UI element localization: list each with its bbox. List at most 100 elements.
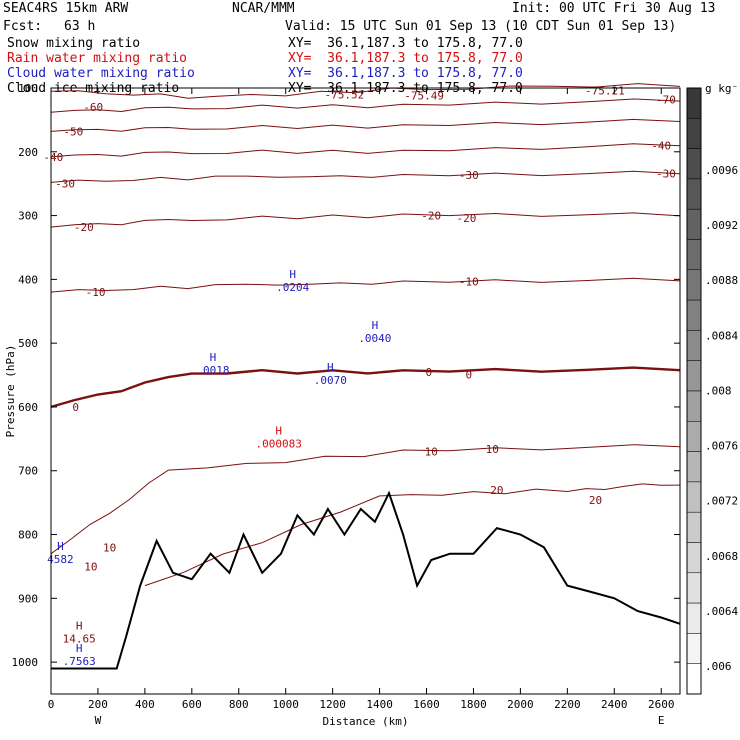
- colorbar-segment: [686, 633, 702, 664]
- colorbar-segment: [686, 511, 702, 543]
- x-tick-label: 800: [229, 698, 249, 711]
- x-tick-label: 1000: [272, 698, 299, 711]
- colorbar-segment: [686, 421, 702, 452]
- contour-line--10: [50, 277, 681, 293]
- init-time: Init: 00 UTC Fri 30 Aug 13: [512, 1, 716, 16]
- y-tick-label: 1000: [12, 656, 39, 669]
- y-tick-label: 600: [18, 401, 38, 414]
- colorbar-segment: [686, 299, 702, 331]
- contour-label: 10: [425, 446, 438, 459]
- contour-label: -40: [651, 139, 671, 152]
- colorbar-tick-label: .0088: [705, 274, 738, 287]
- contour-label: 10: [84, 560, 97, 573]
- colorbar-segment: [686, 118, 702, 149]
- colorbar-segment: [686, 602, 702, 634]
- y-tick-label: 700: [18, 465, 38, 478]
- contour-label: -20: [456, 212, 476, 225]
- maximum-value-label: .0070: [314, 374, 347, 387]
- contour-line--70: [50, 83, 681, 99]
- field-label-cloud-water: Cloud water mixing ratio: [7, 66, 195, 81]
- x-tick-label: 2400: [601, 698, 628, 711]
- contour-labels: -75.52 -75.49 -75.21-70-60-50-40-40-30 -30-…: [43, 85, 675, 668]
- contour-label: -40: [43, 151, 63, 164]
- contour-label: -30: [656, 167, 676, 180]
- contour-label: -10: [86, 286, 106, 299]
- institution-label: NCAR/MMM: [232, 1, 295, 16]
- axes: 0 200 400 600 800 1000 1200 1400 1600 1800 2000 220…: [4, 82, 681, 728]
- contour-label: -75.49: [404, 90, 444, 103]
- colorbar-segment: [686, 542, 702, 574]
- maximum-marker: H: [210, 351, 217, 364]
- colorbar-tick-label: .006: [705, 660, 732, 673]
- colorbar-tick-label: .0068: [705, 550, 738, 563]
- x-tick-label: 2200: [554, 698, 581, 711]
- contour-line--50: [50, 118, 681, 132]
- x-tick-label: 1800: [460, 698, 487, 711]
- plot-frame: [50, 87, 681, 695]
- contour-label: -75.52: [325, 88, 365, 101]
- colorbar-tick-label: .0096: [705, 164, 738, 177]
- maximum-value-label: .000083: [255, 437, 301, 450]
- y-tick-label: 200: [18, 146, 38, 159]
- contour-label: -30: [55, 178, 75, 191]
- terrain: [51, 490, 681, 670]
- colorbar-segment: [686, 663, 702, 695]
- field-label-snow: Snow mixing ratio: [7, 36, 141, 51]
- contour-line-0: [50, 366, 681, 409]
- maximum-marker: H: [76, 620, 83, 633]
- maximum-value-label: .0204: [276, 281, 309, 294]
- contour-label: 20: [589, 494, 602, 507]
- x-tick-label: 600: [182, 698, 202, 711]
- y-tick-label: 100: [18, 82, 38, 95]
- endpoint-label-west: W: [95, 714, 102, 727]
- maximum-value-label: .0018: [196, 364, 229, 377]
- colorbar-tick-label: .0076: [705, 440, 738, 453]
- contour-label: -75.21: [585, 85, 625, 98]
- contour-line--30: [50, 170, 681, 183]
- x-tick-label: 2600: [648, 698, 675, 711]
- colorbar-tick-label: .0072: [705, 495, 738, 508]
- contour-label: -20: [421, 210, 441, 223]
- colorbar-tick-label: .0092: [705, 219, 738, 232]
- colorbar-segment: [686, 148, 702, 180]
- field-xy-rain: XY= 36.1,187.3 to 175.8, 77.0: [288, 51, 523, 66]
- colorbar-segment: [686, 481, 702, 513]
- contour-label: -10: [459, 275, 479, 288]
- x-tick-label: 2000: [507, 698, 534, 711]
- maximum-value-label: 14.65: [63, 633, 96, 646]
- colorbar: .006 .0064 .0068 .0072 .0076 .008 .0084 .0088 .0…: [686, 82, 740, 695]
- field-xy-cloud-water: XY= 36.1,187.3 to 175.8, 77.0: [288, 66, 523, 81]
- forecast-hours: 63 h: [64, 19, 96, 34]
- maximum-marker: H: [275, 424, 282, 437]
- contour-line--60: [50, 98, 681, 113]
- field-label-rain: Rain water mixing ratio: [7, 51, 188, 66]
- model-title: SEAC4RS 15km ARW: [3, 1, 129, 16]
- colorbar-tick-label: .0064: [705, 605, 738, 618]
- contour-label: 0: [465, 368, 472, 381]
- colorbar-segment: [686, 239, 702, 271]
- colorbar-segment: [686, 87, 702, 119]
- y-tick-label: 900: [18, 592, 38, 605]
- y-tick-label: 800: [18, 529, 38, 542]
- y-axis-label: Pressure (hPa): [4, 345, 17, 438]
- terrain-line: [51, 490, 681, 670]
- contour-label: 10: [103, 541, 116, 554]
- maximum-marker: H: [289, 268, 296, 281]
- x-tick-label: 1400: [366, 698, 393, 711]
- endpoint-label-east: E: [658, 714, 665, 727]
- y-tick-label: 300: [18, 210, 38, 223]
- colorbar-segment: [686, 390, 702, 422]
- colorbar-segment: [686, 360, 702, 392]
- contour-line--40: [50, 143, 681, 158]
- colorbar-segment: [686, 330, 702, 361]
- contour-label: 0: [72, 401, 79, 414]
- temperature-contours: [50, 83, 681, 587]
- colorbar-frame: [686, 87, 702, 695]
- valid-time: Valid: 15 UTC Sun 01 Sep 13 (10 CDT Sun …: [285, 19, 677, 34]
- maximum-value-label: .0040: [358, 332, 391, 345]
- contour-label: 20: [490, 484, 503, 497]
- colorbar-segment: [686, 572, 702, 604]
- y-tick-label: 500: [18, 337, 38, 350]
- y-tick-label: 400: [18, 273, 38, 286]
